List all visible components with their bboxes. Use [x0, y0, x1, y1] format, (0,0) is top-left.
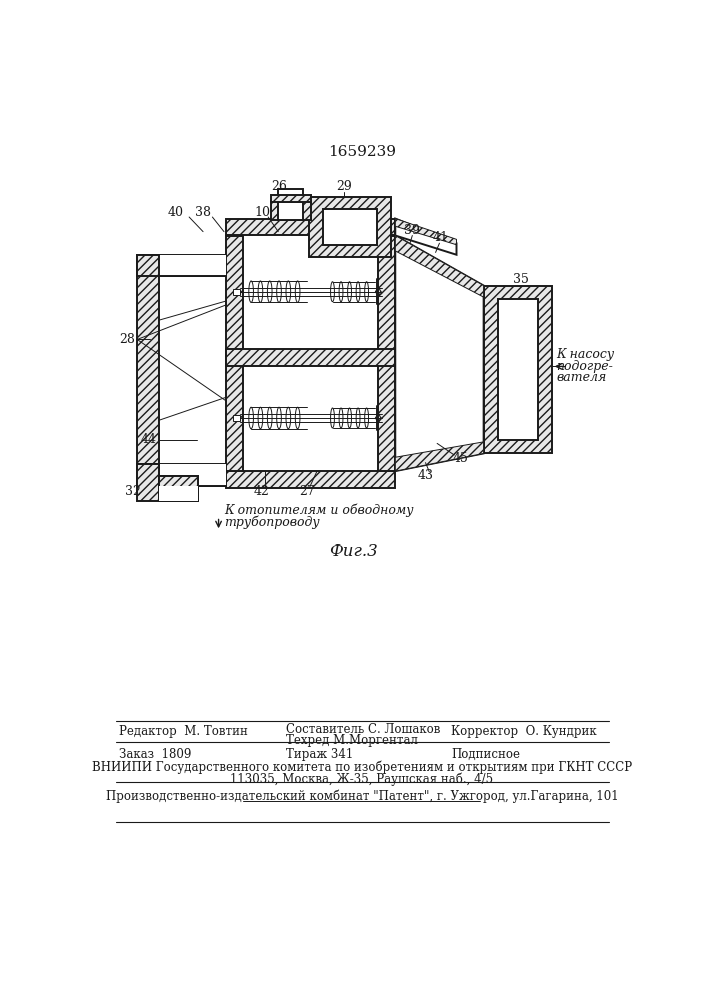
Bar: [378, 235, 395, 471]
Bar: [233, 289, 240, 295]
Bar: [323, 209, 377, 245]
Text: К отопителям и обводному: К отопителям и обводному: [224, 503, 414, 517]
Text: ВНИИПИ Государственного комитета по изобретениям и открытиям при ГКНТ СССР: ВНИИПИ Государственного комитета по изоб…: [92, 761, 632, 774]
Text: 27: 27: [299, 485, 315, 498]
Text: Техред М.Моргентал: Техред М.Моргентал: [286, 734, 418, 747]
Text: 32: 32: [124, 485, 141, 498]
Bar: [233, 415, 240, 421]
Bar: [159, 255, 226, 276]
Text: 113035, Москва, Ж-35, Раушская наб., 4/5: 113035, Москва, Ж-35, Раушская наб., 4/5: [230, 772, 493, 786]
Bar: [484, 286, 552, 453]
Bar: [309, 197, 391, 257]
Polygon shape: [395, 442, 484, 471]
Bar: [279, 189, 303, 202]
Text: 38: 38: [195, 206, 211, 219]
Bar: [159, 464, 226, 486]
Text: Производственно-издательский комбинат "Патент", г. Ужгород, ул.Гагарина, 101: Производственно-издательский комбинат "П…: [105, 790, 618, 803]
Bar: [279, 201, 303, 220]
Polygon shape: [395, 235, 484, 297]
Bar: [137, 464, 226, 486]
Text: 43: 43: [418, 469, 433, 482]
Bar: [159, 476, 198, 501]
Text: 26: 26: [271, 180, 287, 193]
Text: 42: 42: [253, 485, 269, 498]
Bar: [135, 197, 585, 517]
Text: трубопроводу: трубопроводу: [224, 515, 320, 529]
Bar: [498, 299, 538, 440]
Polygon shape: [395, 219, 457, 245]
Bar: [159, 486, 198, 501]
Text: 41: 41: [433, 231, 449, 244]
Text: 40: 40: [167, 206, 183, 219]
Text: подогре-: подогре-: [556, 360, 614, 373]
Text: 28: 28: [119, 333, 135, 346]
Text: Редактор  М. Товтин: Редактор М. Товтин: [119, 725, 248, 738]
Bar: [271, 201, 311, 220]
Text: вателя: вателя: [556, 371, 607, 384]
Text: 39: 39: [404, 224, 420, 237]
Bar: [226, 471, 395, 488]
Bar: [137, 255, 226, 276]
Bar: [137, 255, 159, 486]
Polygon shape: [395, 219, 457, 255]
Bar: [243, 235, 378, 349]
Text: 29: 29: [337, 180, 352, 193]
Text: 35: 35: [513, 273, 529, 286]
Polygon shape: [395, 235, 484, 471]
Text: Составитель С. Лошаков: Составитель С. Лошаков: [286, 723, 440, 736]
Bar: [226, 235, 243, 471]
Text: Тираж 341: Тираж 341: [286, 748, 354, 761]
Bar: [271, 195, 311, 202]
Text: Фиг.3: Фиг.3: [329, 544, 378, 560]
Text: 45: 45: [452, 452, 468, 465]
Text: Корректор  О. Кундрик: Корректор О. Кундрик: [451, 725, 597, 738]
Bar: [226, 219, 395, 235]
Bar: [243, 366, 378, 471]
Bar: [137, 464, 159, 501]
Text: 44: 44: [141, 433, 157, 446]
Text: Подписное: Подписное: [451, 748, 520, 761]
Text: 1659239: 1659239: [328, 145, 396, 159]
Bar: [243, 235, 378, 471]
Text: 10: 10: [255, 206, 271, 219]
Text: К насосу: К насосу: [556, 348, 614, 361]
Text: Заказ  1809: Заказ 1809: [119, 748, 192, 761]
Bar: [226, 349, 395, 366]
